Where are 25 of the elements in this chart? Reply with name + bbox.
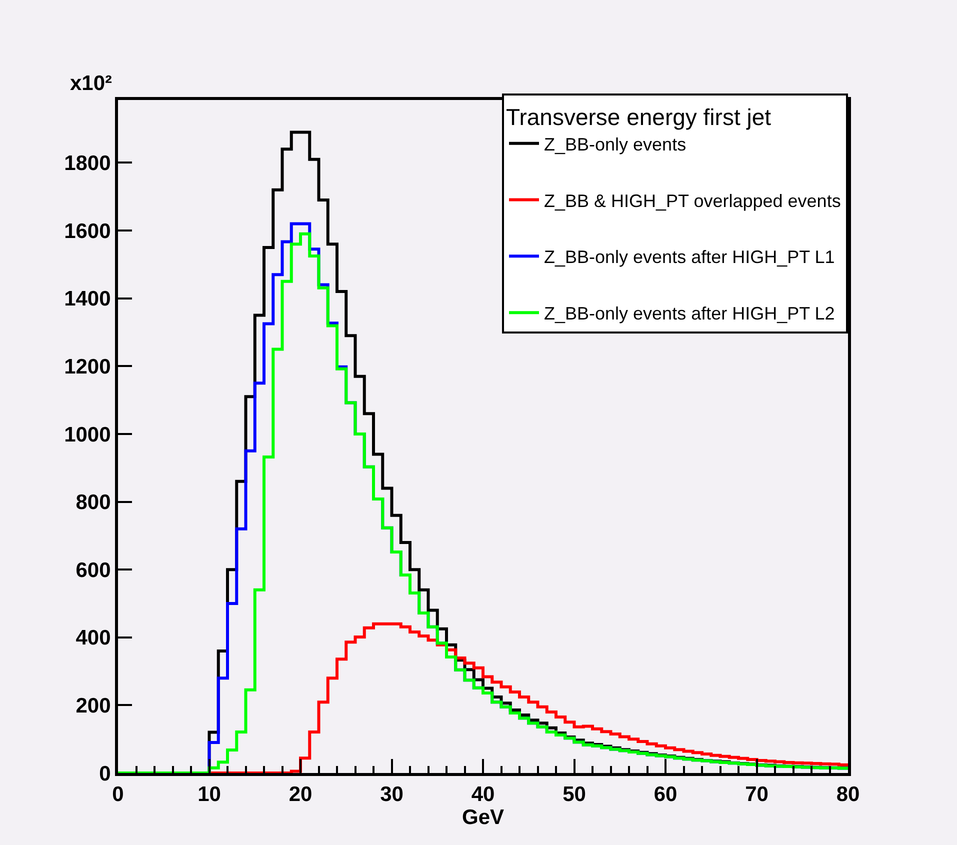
legend-label: Z_BB-only events (544, 134, 686, 154)
legend-label: Z_BB-only events after HIGH_PT L2 (544, 304, 835, 324)
y-tick-label: 1400 (64, 288, 111, 311)
legend-title: Transverse energy first jet (506, 104, 772, 130)
x-tick-label: 60 (654, 783, 678, 806)
y-tick-label: 600 (76, 558, 111, 582)
x-tick-label: 70 (745, 783, 768, 806)
y-tick-label: 1200 (64, 356, 111, 378)
y-tick-label: 800 (76, 491, 111, 514)
x-tick-label: 80 (836, 783, 860, 806)
text: x10² (70, 72, 112, 95)
x-tick-label: 50 (562, 783, 586, 806)
y-tick-label: 1800 (64, 152, 111, 176)
legend-label: Z_BB-only events after HIGH_PT L1 (544, 247, 835, 268)
y-tick-label: 400 (76, 626, 111, 650)
y-tick-label: 1000 (64, 423, 111, 446)
y-tick-label: 1600 (64, 220, 111, 243)
x-axis-title: GeV (462, 806, 504, 830)
y-tick-label: 200 (76, 694, 111, 718)
x-tick-label: 40 (471, 783, 495, 806)
legend-label: Z_BB & HIGH_PT overlapped events (544, 190, 841, 211)
y-tick-label: 0 (99, 762, 111, 786)
x-tick-label: 30 (380, 783, 404, 806)
x-tick-label: 10 (198, 783, 221, 806)
x-tick-label: 20 (288, 783, 312, 806)
